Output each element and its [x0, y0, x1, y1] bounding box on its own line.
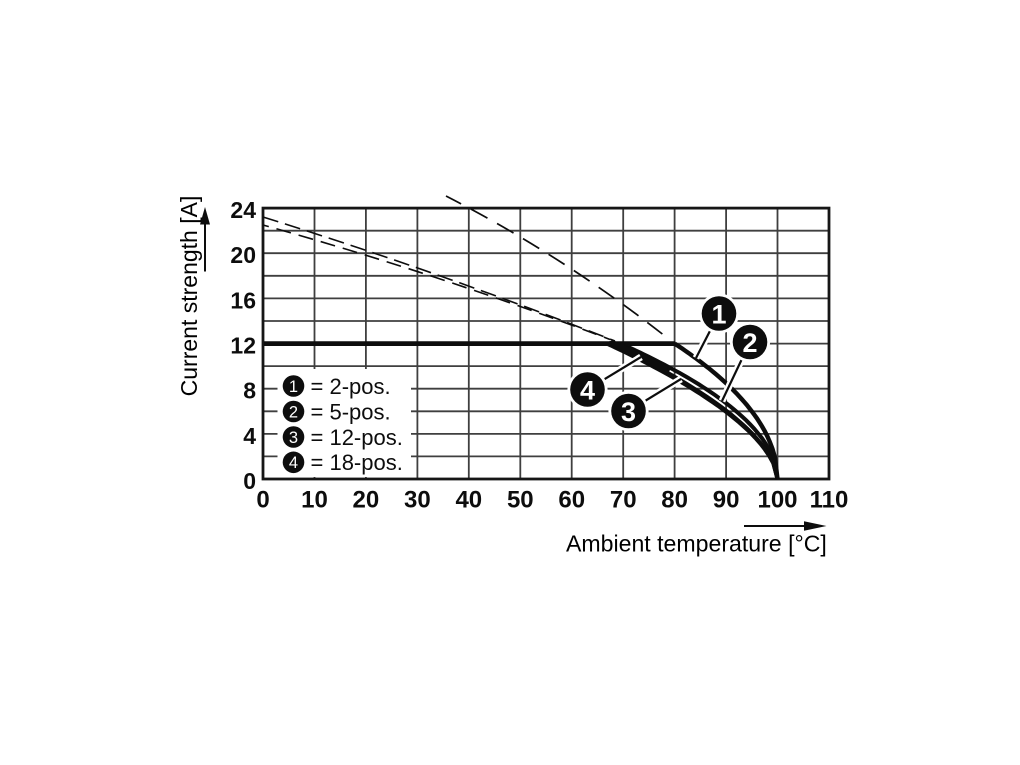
svg-text:1: 1 — [289, 378, 298, 396]
svg-text:1: 1 — [711, 299, 726, 329]
svg-text:= 18-pos.: = 18-pos. — [311, 450, 403, 475]
svg-text:= 12-pos.: = 12-pos. — [311, 425, 403, 450]
svg-text:24: 24 — [230, 197, 256, 223]
svg-text:Current strength [A]: Current strength [A] — [176, 196, 202, 397]
svg-text:30: 30 — [404, 486, 431, 513]
svg-text:12: 12 — [230, 333, 256, 359]
svg-text:8: 8 — [243, 378, 256, 404]
svg-text:3: 3 — [621, 397, 636, 427]
svg-text:50: 50 — [507, 486, 534, 513]
svg-text:2: 2 — [742, 328, 757, 358]
svg-text:60: 60 — [558, 486, 585, 513]
svg-text:3: 3 — [289, 429, 298, 447]
svg-text:0: 0 — [243, 468, 256, 494]
svg-text:10: 10 — [301, 486, 328, 513]
svg-text:80: 80 — [661, 486, 688, 513]
svg-text:4: 4 — [580, 375, 595, 405]
svg-text:2: 2 — [289, 403, 298, 421]
svg-text:4: 4 — [243, 423, 256, 449]
svg-text:= 2-pos.: = 2-pos. — [311, 374, 391, 399]
svg-text:40: 40 — [455, 486, 482, 513]
svg-text:= 5-pos.: = 5-pos. — [311, 399, 391, 424]
svg-text:16: 16 — [230, 287, 256, 313]
svg-text:90: 90 — [713, 486, 740, 513]
svg-text:100: 100 — [757, 486, 797, 513]
svg-text:0: 0 — [256, 486, 269, 513]
svg-text:4: 4 — [289, 454, 298, 472]
svg-text:Ambient temperature [°C]: Ambient temperature [°C] — [566, 531, 827, 557]
svg-text:110: 110 — [810, 486, 849, 513]
svg-text:70: 70 — [610, 486, 637, 513]
svg-text:20: 20 — [230, 242, 256, 268]
svg-text:20: 20 — [353, 486, 380, 513]
